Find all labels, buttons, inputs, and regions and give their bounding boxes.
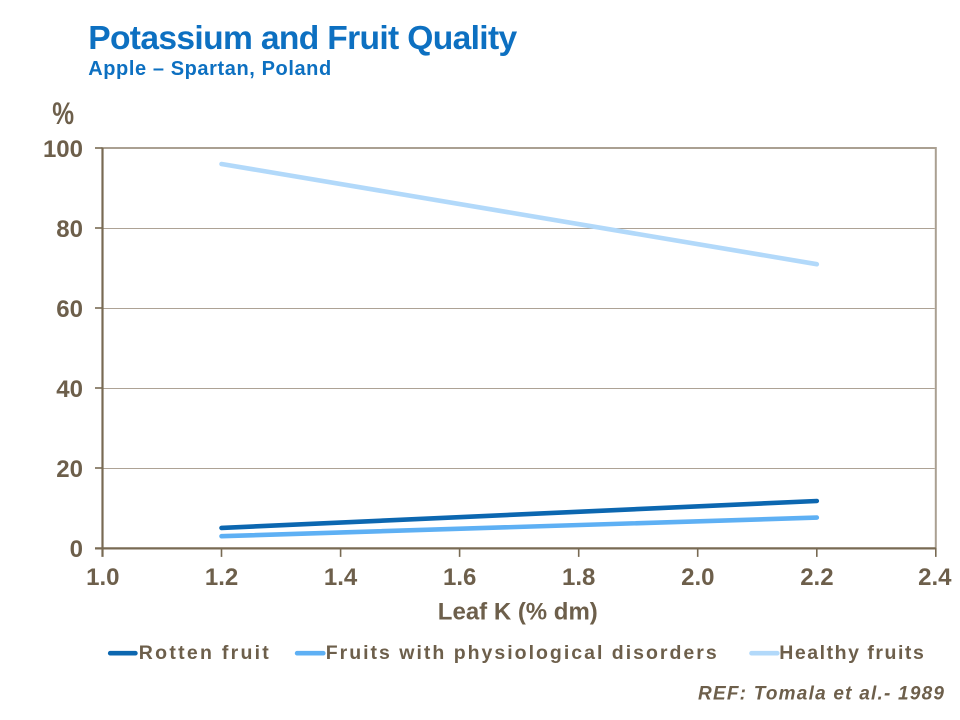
svg-text:0: 0 bbox=[70, 536, 83, 563]
svg-text:1.4: 1.4 bbox=[324, 564, 358, 591]
svg-text:60: 60 bbox=[56, 296, 83, 323]
svg-text:2.4: 2.4 bbox=[918, 564, 952, 591]
svg-text:100: 100 bbox=[43, 136, 83, 163]
svg-text:Apple – Spartan, Poland: Apple – Spartan, Poland bbox=[88, 58, 331, 80]
svg-text:%: % bbox=[52, 95, 74, 131]
svg-text:2.2: 2.2 bbox=[800, 564, 833, 591]
svg-text:20: 20 bbox=[56, 456, 83, 483]
svg-text:1.2: 1.2 bbox=[205, 564, 238, 591]
svg-text:1.0: 1.0 bbox=[86, 564, 119, 591]
svg-text:REF: Tomala et al.- 1989: REF: Tomala et al.- 1989 bbox=[698, 684, 944, 705]
svg-text:Potassium and Fruit Quality: Potassium and Fruit Quality bbox=[88, 20, 517, 57]
svg-text:2.0: 2.0 bbox=[681, 564, 714, 591]
svg-text:40: 40 bbox=[56, 376, 83, 403]
svg-text:1.8: 1.8 bbox=[562, 564, 595, 591]
svg-text:Fruits with physiological diso: Fruits with physiological disorders bbox=[326, 642, 717, 664]
svg-text:Healthy fruits: Healthy fruits bbox=[779, 642, 924, 664]
svg-text:1.6: 1.6 bbox=[443, 564, 476, 591]
svg-text:Rotten fruit: Rotten fruit bbox=[139, 642, 269, 664]
svg-text:80: 80 bbox=[56, 216, 83, 243]
svg-text:Leaf K (% dm): Leaf K (% dm) bbox=[438, 599, 598, 626]
